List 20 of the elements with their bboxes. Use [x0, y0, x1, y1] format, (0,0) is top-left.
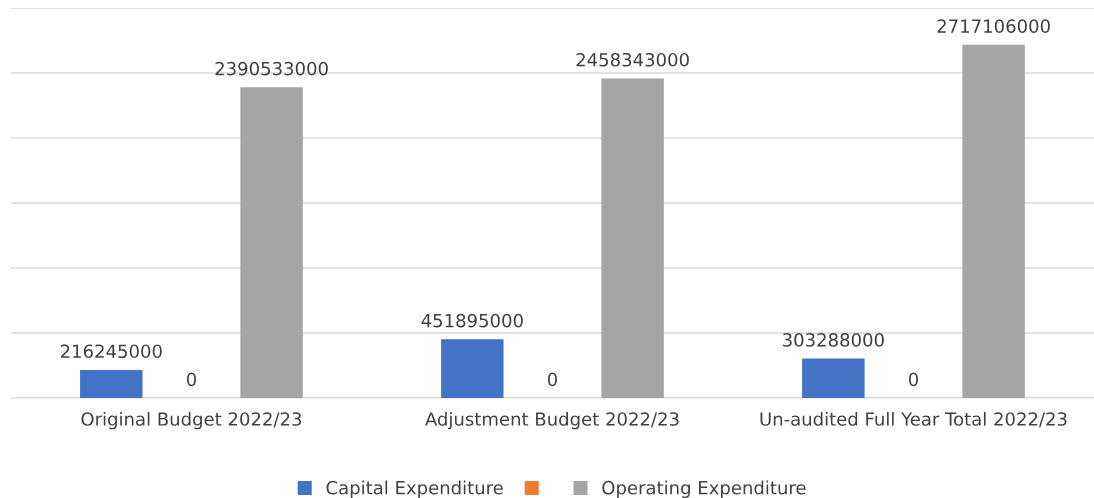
data-label: 216245000	[60, 344, 162, 359]
bar	[441, 339, 504, 398]
bar	[601, 78, 664, 398]
legend-label: Operating Expenditure	[602, 480, 806, 498]
bar	[80, 369, 143, 398]
data-label: 0	[186, 372, 196, 387]
data-label: 2717106000	[937, 19, 1050, 33]
data-label: 0	[547, 372, 558, 387]
bar	[240, 87, 303, 398]
x-tick-label: Adjustment Budget 2022/23	[425, 411, 679, 430]
data-label: 2390533000	[215, 61, 328, 76]
legend-label: Capital Expenditure	[326, 480, 503, 498]
bar	[802, 358, 865, 398]
x-tick-label: Un-audited Full Year Total 2022/23	[760, 411, 1067, 428]
data-label: 2458343000	[576, 52, 689, 67]
x-tick-label: Original Budget 2022/23	[81, 411, 302, 430]
data-label: 451895000	[421, 313, 523, 328]
data-label: 303288000	[783, 333, 884, 347]
data-label: 0	[908, 372, 919, 387]
bar	[962, 44, 1025, 398]
